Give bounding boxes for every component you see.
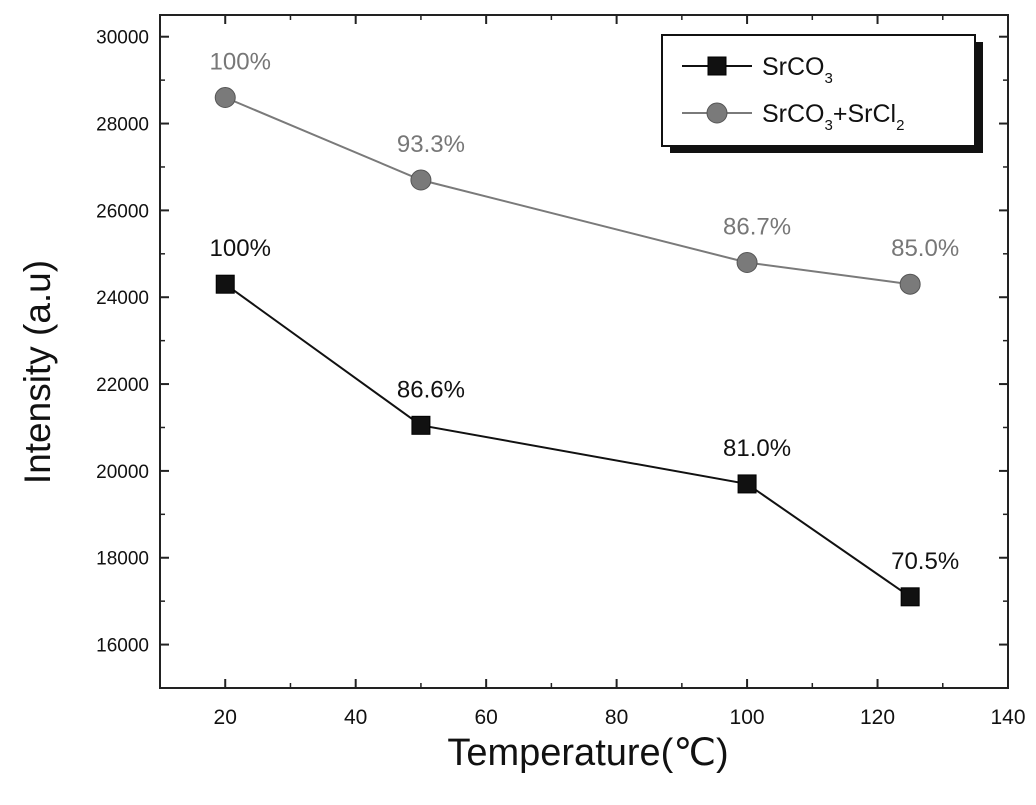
x-tick-label: 80	[605, 706, 628, 729]
x-tick-label: 120	[860, 706, 895, 729]
legend-marker	[706, 102, 728, 124]
data-label: 86.7%	[723, 213, 791, 240]
data-label: 100%	[210, 235, 271, 262]
data-label: 100%	[210, 48, 271, 75]
x-tick-label: 100	[730, 706, 765, 729]
data-label: 86.6%	[397, 376, 465, 403]
plot-frame	[159, 14, 1009, 689]
y-tick-label: 24000	[96, 288, 149, 309]
legend-text-part: SrCO	[762, 100, 825, 128]
data-label: 85.0%	[891, 235, 959, 262]
data-point	[736, 251, 758, 273]
y-tick-label: 22000	[96, 375, 149, 396]
legend-text-part: +SrCl	[833, 100, 896, 128]
series-layer: 100% 86.6% 81.0% 70.5% 100% 93.3% 86.7% 85.0%	[210, 48, 959, 607]
legend-text-part: SrCO	[762, 53, 825, 81]
data-point	[899, 273, 921, 295]
axes: 20 40 60 80 100 120 140 16000 18000 20000 22000 240…	[96, 14, 1026, 729]
y-tick-label: 20000	[96, 462, 149, 483]
data-point	[900, 587, 920, 607]
x-tick-label: 60	[474, 706, 497, 729]
legend-marker	[707, 56, 727, 76]
y-tick-label: 30000	[96, 28, 149, 49]
series-0: 100% 86.6% 81.0% 70.5%	[210, 235, 959, 607]
series-line	[224, 283, 911, 598]
data-label: 93.3%	[397, 131, 465, 158]
y-axis-label: Intensity (a.u)	[17, 260, 58, 484]
data-label: 81.0%	[723, 435, 791, 462]
x-axis-label: Temperature(℃)	[447, 732, 728, 774]
legend-subscript: 3	[825, 70, 833, 87]
data-point	[214, 86, 236, 108]
y-tick-label: 16000	[96, 636, 149, 657]
legend-label: SrCO3+SrCl2	[762, 100, 904, 134]
y-tick-label: 18000	[96, 549, 149, 570]
y-tick-label: 28000	[96, 115, 149, 136]
data-label: 70.5%	[891, 548, 959, 575]
data-point	[410, 169, 432, 191]
series-line	[224, 96, 911, 286]
x-tick-label: 40	[344, 706, 367, 729]
y-tick-label: 26000	[96, 201, 149, 222]
legend-subscript: 2	[896, 117, 904, 134]
legend-label: SrCO3	[762, 53, 833, 87]
x-tick-label: 140	[990, 706, 1025, 729]
legend-box	[661, 34, 976, 147]
data-point	[411, 415, 431, 435]
legend-subscript: 3	[825, 117, 833, 134]
data-point	[737, 474, 757, 494]
series-1: 100% 93.3% 86.7% 85.0%	[210, 48, 959, 295]
x-tick-label: 20	[214, 706, 237, 729]
data-point	[215, 274, 235, 294]
